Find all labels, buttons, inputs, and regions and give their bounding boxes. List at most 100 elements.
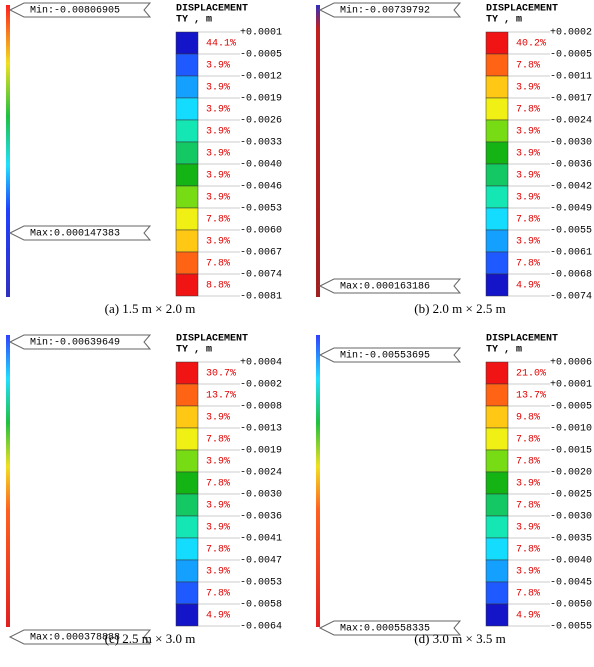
tick-label: +0.0002	[550, 28, 592, 39]
color-band	[485, 163, 509, 187]
band-percent: 3.9%	[516, 83, 540, 94]
band-percent: 7.8%	[516, 589, 540, 600]
color-band	[485, 449, 509, 473]
band-percent: 7.8%	[206, 435, 230, 446]
band-percent: 4.9%	[516, 611, 540, 622]
caption: (a) 1.5 m × 2.0 m	[105, 301, 196, 316]
band-percent: 40.2%	[516, 39, 546, 50]
band-percent: 7.8%	[206, 259, 230, 270]
min-label: Min:-0.00553695	[340, 350, 430, 362]
band-percent: 3.9%	[516, 127, 540, 138]
panel: Min:-0.00639649 Max:0.000378888 DISPLACEME…	[6, 334, 282, 646]
color-band	[485, 603, 509, 627]
color-band	[175, 405, 199, 429]
tick-label: -0.0053	[240, 578, 282, 589]
tick-label: -0.0013	[240, 424, 282, 435]
color-band	[485, 361, 509, 385]
color-band	[485, 471, 509, 495]
band-percent: 7.8%	[516, 259, 540, 270]
color-band	[175, 493, 199, 517]
color-band	[175, 207, 199, 231]
tick-label: -0.0015	[550, 446, 592, 457]
tick-label: -0.0047	[240, 556, 282, 567]
tick-label: -0.0060	[240, 226, 282, 237]
band-percent: 3.9%	[516, 193, 540, 204]
tick-label: -0.0046	[240, 182, 282, 193]
band-percent: 3.9%	[206, 413, 230, 424]
tick-label: -0.0042	[550, 182, 592, 193]
color-band	[485, 273, 509, 297]
band-percent: 3.9%	[206, 567, 230, 578]
band-percent: 3.9%	[206, 171, 230, 182]
legend-unit: TY , m	[486, 15, 522, 26]
band-percent: 9.8%	[516, 413, 540, 424]
band-percent: 3.9%	[206, 237, 230, 248]
tick-label: -0.0040	[550, 556, 592, 567]
band-percent: 3.9%	[206, 61, 230, 72]
tick-label: -0.0055	[550, 622, 592, 633]
color-band	[175, 559, 199, 583]
band-percent: 4.9%	[516, 281, 540, 292]
tick-label: -0.0030	[550, 138, 592, 149]
tick-label: -0.0005	[240, 50, 282, 61]
band-percent: 13.7%	[516, 391, 546, 402]
tick-label: -0.0012	[240, 72, 282, 83]
color-band	[485, 251, 509, 275]
max-label: Max:0.000558335	[340, 624, 430, 635]
tick-label: -0.0019	[240, 446, 282, 457]
tick-label: -0.0030	[550, 512, 592, 523]
band-percent: 3.9%	[516, 523, 540, 534]
color-band	[175, 471, 199, 495]
member	[316, 5, 320, 297]
band-percent: 7.8%	[206, 545, 230, 556]
tick-label: -0.0005	[550, 50, 592, 61]
tick-label: -0.0067	[240, 248, 282, 259]
color-band	[175, 31, 199, 55]
tick-label: +0.0004	[240, 358, 282, 369]
tick-label: -0.0024	[550, 116, 592, 127]
tick-label: -0.0064	[240, 622, 282, 633]
tick-label: -0.0026	[240, 116, 282, 127]
tick-label: -0.0010	[550, 424, 592, 435]
label-flag	[318, 278, 462, 294]
legend-unit: TY , m	[176, 15, 212, 26]
color-band	[485, 53, 509, 77]
band-percent: 7.8%	[516, 457, 540, 468]
tick-label: -0.0020	[550, 468, 592, 479]
color-band	[175, 537, 199, 561]
band-percent: 3.9%	[206, 457, 230, 468]
color-band	[175, 251, 199, 275]
tick-label: -0.0008	[240, 402, 282, 413]
tick-label: +0.0001	[550, 380, 592, 391]
tick-label: -0.0019	[240, 94, 282, 105]
color-band	[175, 97, 199, 121]
caption: (d) 3.0 m × 3.5 m	[414, 631, 505, 646]
label-flag	[8, 2, 152, 18]
band-percent: 7.8%	[206, 479, 230, 490]
color-band	[175, 581, 199, 605]
tick-label: -0.0017	[550, 94, 592, 105]
max-label: Max:0.000147383	[30, 229, 120, 240]
label-flag	[8, 629, 152, 645]
label-flag	[318, 2, 462, 18]
tick-label: -0.0036	[550, 160, 592, 171]
band-percent: 3.9%	[516, 567, 540, 578]
band-percent: 3.9%	[516, 171, 540, 182]
color-band	[175, 229, 199, 253]
color-band	[175, 361, 199, 385]
color-band	[485, 559, 509, 583]
legend-unit: TY , m	[176, 345, 212, 356]
color-band	[485, 229, 509, 253]
band-percent: 7.8%	[516, 215, 540, 226]
tick-label: -0.0041	[240, 534, 282, 545]
tick-label: -0.0030	[240, 490, 282, 501]
tick-label: -0.0061	[550, 248, 592, 259]
tick-label: -0.0033	[240, 138, 282, 149]
color-band	[175, 119, 199, 143]
panel: Min:-0.00739792 Max:0.000163186 DISPLACEME…	[316, 2, 592, 316]
tick-label: +0.0006	[550, 358, 592, 369]
band-percent: 3.9%	[516, 479, 540, 490]
tick-label: -0.0025	[550, 490, 592, 501]
color-band	[485, 493, 509, 517]
